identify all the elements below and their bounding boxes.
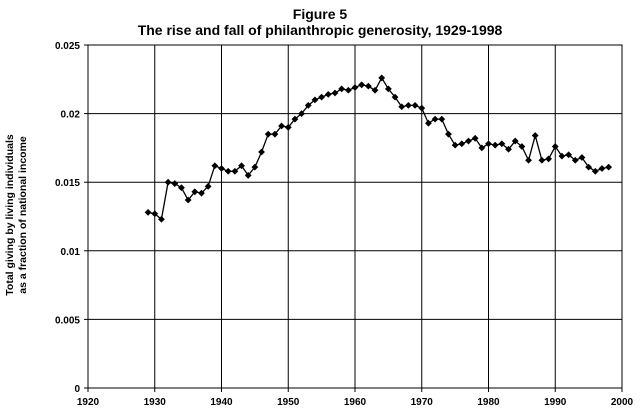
data-point xyxy=(211,162,219,170)
x-tick-label: 1980 xyxy=(477,397,500,408)
x-tick-label: 1990 xyxy=(544,397,567,408)
data-point xyxy=(258,148,265,156)
data-point xyxy=(278,122,285,130)
data-point xyxy=(545,155,552,163)
data-point xyxy=(498,140,506,148)
data-point xyxy=(171,180,179,187)
data-point xyxy=(311,96,319,104)
data-point xyxy=(511,137,519,145)
data-point xyxy=(438,115,446,123)
data-point xyxy=(451,141,459,149)
x-tick-label: 1950 xyxy=(277,397,300,408)
data-point xyxy=(578,154,586,161)
data-point xyxy=(471,134,479,142)
data-point xyxy=(218,165,225,172)
chart-title: Figure 5 xyxy=(292,6,348,22)
data-point xyxy=(445,130,452,138)
data-point xyxy=(491,141,499,149)
data-point xyxy=(184,196,192,204)
x-tick-label: 1960 xyxy=(344,397,367,408)
data-point xyxy=(431,115,439,123)
data-point xyxy=(231,167,239,175)
data-point xyxy=(324,90,332,98)
data-point xyxy=(204,182,212,190)
x-tick-label: 2000 xyxy=(611,397,634,408)
y-tick-label: 0.02 xyxy=(61,110,81,121)
x-tick-label: 1940 xyxy=(210,397,233,408)
data-point xyxy=(565,151,572,159)
x-tick-label: 1920 xyxy=(77,397,100,408)
data-point xyxy=(458,140,466,148)
data-point xyxy=(164,178,172,186)
data-point xyxy=(505,145,512,153)
data-point xyxy=(585,163,593,171)
data-point xyxy=(525,156,532,164)
data-point xyxy=(298,110,305,117)
data-point xyxy=(558,152,566,160)
data-point xyxy=(284,123,292,131)
y-tick-label: 0.01 xyxy=(61,247,81,258)
data-point xyxy=(364,82,372,90)
series-line xyxy=(147,76,609,221)
data-point xyxy=(251,163,259,171)
data-point xyxy=(151,210,159,218)
data-point xyxy=(425,119,432,127)
y-tick-label: 0 xyxy=(74,384,80,395)
data-point xyxy=(591,167,599,175)
data-point xyxy=(304,101,312,109)
data-point xyxy=(158,215,165,223)
x-tick-label: 1930 xyxy=(144,397,167,408)
data-point xyxy=(178,184,185,192)
data-point xyxy=(198,189,205,197)
y-tick-label: 0.005 xyxy=(55,315,80,326)
data-point xyxy=(351,84,359,91)
data-point xyxy=(378,74,386,82)
data-point xyxy=(144,208,152,216)
data-point xyxy=(598,165,606,172)
data-point xyxy=(531,132,539,139)
data-point xyxy=(344,86,352,94)
data-point xyxy=(318,93,326,101)
chart-subtitle: The rise and fall of philanthropic gener… xyxy=(137,22,503,38)
data-point xyxy=(224,167,232,175)
data-point xyxy=(271,130,279,138)
data-point xyxy=(264,130,272,138)
data-point xyxy=(551,143,559,150)
data-point xyxy=(485,140,492,148)
data-point xyxy=(358,81,366,89)
data-point xyxy=(238,162,245,170)
data-point xyxy=(478,144,486,152)
y-tick-label: 0.025 xyxy=(55,41,80,52)
data-point xyxy=(518,143,526,150)
data-point xyxy=(191,188,199,196)
data-point xyxy=(371,86,379,94)
data-point xyxy=(571,156,579,164)
data-point xyxy=(244,171,252,179)
data-point xyxy=(538,156,546,164)
data-point xyxy=(405,101,412,109)
data-point xyxy=(338,85,346,93)
data-point xyxy=(605,163,613,171)
data-point xyxy=(331,89,339,97)
y-tick-label: 0.015 xyxy=(55,178,80,189)
data-point xyxy=(465,137,472,145)
data-point xyxy=(411,101,419,109)
data-point xyxy=(418,104,426,112)
data-point xyxy=(391,93,399,101)
data-point xyxy=(398,103,406,111)
x-tick-label: 1970 xyxy=(411,397,434,408)
data-point xyxy=(291,115,299,123)
data-point xyxy=(384,85,392,93)
